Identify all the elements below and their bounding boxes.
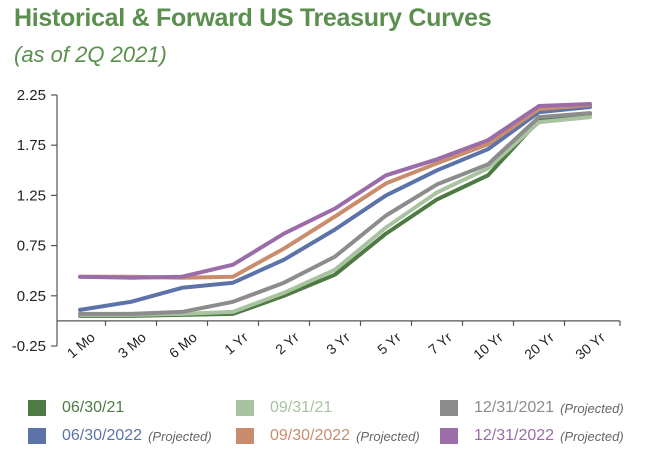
legend-label: 09/30/2022 bbox=[270, 427, 351, 444]
x-tick-label: 1 Mo bbox=[64, 329, 98, 361]
legend-note: (Projected) bbox=[560, 428, 624, 444]
treasury-curve-chart: 2.251.751.250.750.25-0.25 1 Mo 3 Mo 6 Mo 1 … bbox=[12, 87, 621, 363]
chart-subtitle: (as of 2Q 2021) bbox=[14, 42, 167, 67]
y-tick-label: 0.75 bbox=[17, 238, 46, 255]
axes bbox=[51, 94, 621, 347]
x-tick-label: 10 Yr bbox=[470, 329, 506, 363]
legend-item: 12/31/2021 (Projected) bbox=[440, 399, 624, 417]
legend-swatch bbox=[440, 428, 458, 444]
legend-item: 06/30/2022 (Projected) bbox=[28, 427, 212, 445]
x-tick-label: 3 Mo bbox=[115, 329, 149, 361]
x-tick-label: 7 Yr bbox=[425, 329, 455, 358]
y-tick-label: 0.25 bbox=[17, 288, 46, 305]
series-lines bbox=[78, 102, 592, 318]
legend-label: 06/30/2022 bbox=[62, 427, 143, 444]
x-tick-label: 1 Yr bbox=[221, 329, 251, 358]
y-tick-label: 2.25 bbox=[17, 87, 46, 104]
legend-item: 12/31/2022 (Projected) bbox=[440, 427, 624, 445]
legend-item: 09/31/21 bbox=[236, 399, 332, 417]
y-tick-label: 1.75 bbox=[17, 137, 46, 154]
x-tick-label: 2 Yr bbox=[272, 329, 302, 358]
x-tick-label: 5 Yr bbox=[374, 329, 404, 358]
chart-legend: 06/30/21 09/31/21 12/31/2021 (Projected) 06/… bbox=[0, 392, 650, 452]
legend-swatch bbox=[236, 428, 254, 444]
series-line bbox=[78, 105, 592, 312]
x-axis-ticks: 1 Mo 3 Mo 6 Mo 1 Yr 2 Yr 3 Yr 5 Yr 7 Yr 10 Yr 20 … bbox=[64, 329, 608, 363]
legend-note: (Projected) bbox=[148, 428, 212, 444]
x-tick-label: 6 Mo bbox=[166, 329, 200, 361]
legend-item: 09/30/2022 (Projected) bbox=[236, 427, 420, 445]
legend-label: 12/31/2022 bbox=[474, 427, 555, 444]
x-tick-label: 20 Yr bbox=[521, 329, 557, 363]
series-line bbox=[78, 102, 592, 280]
series-line bbox=[78, 111, 592, 316]
legend-note: (Projected) bbox=[560, 400, 624, 416]
chart-title: Historical & Forward US Treasury Curves bbox=[14, 4, 492, 32]
x-tick-label: 30 Yr bbox=[572, 329, 608, 363]
y-axis-ticks: 2.25 1.75 1.25 0.75 0.25 -0.25 bbox=[12, 87, 46, 355]
legend-item: 06/30/21 bbox=[28, 399, 124, 417]
legend-label: 12/31/2021 bbox=[474, 399, 555, 416]
legend-swatch bbox=[236, 400, 254, 416]
x-tick-label: 3 Yr bbox=[323, 329, 353, 358]
legend-swatch bbox=[440, 400, 458, 416]
legend-label: 06/30/21 bbox=[62, 399, 125, 416]
legend-swatch bbox=[28, 400, 46, 416]
legend-swatch bbox=[28, 428, 46, 444]
legend-label: 09/31/21 bbox=[270, 399, 333, 416]
y-tick-label: 1.25 bbox=[17, 187, 46, 204]
legend-note: (Projected) bbox=[356, 428, 420, 444]
y-tick-label: -0.25 bbox=[12, 338, 46, 355]
